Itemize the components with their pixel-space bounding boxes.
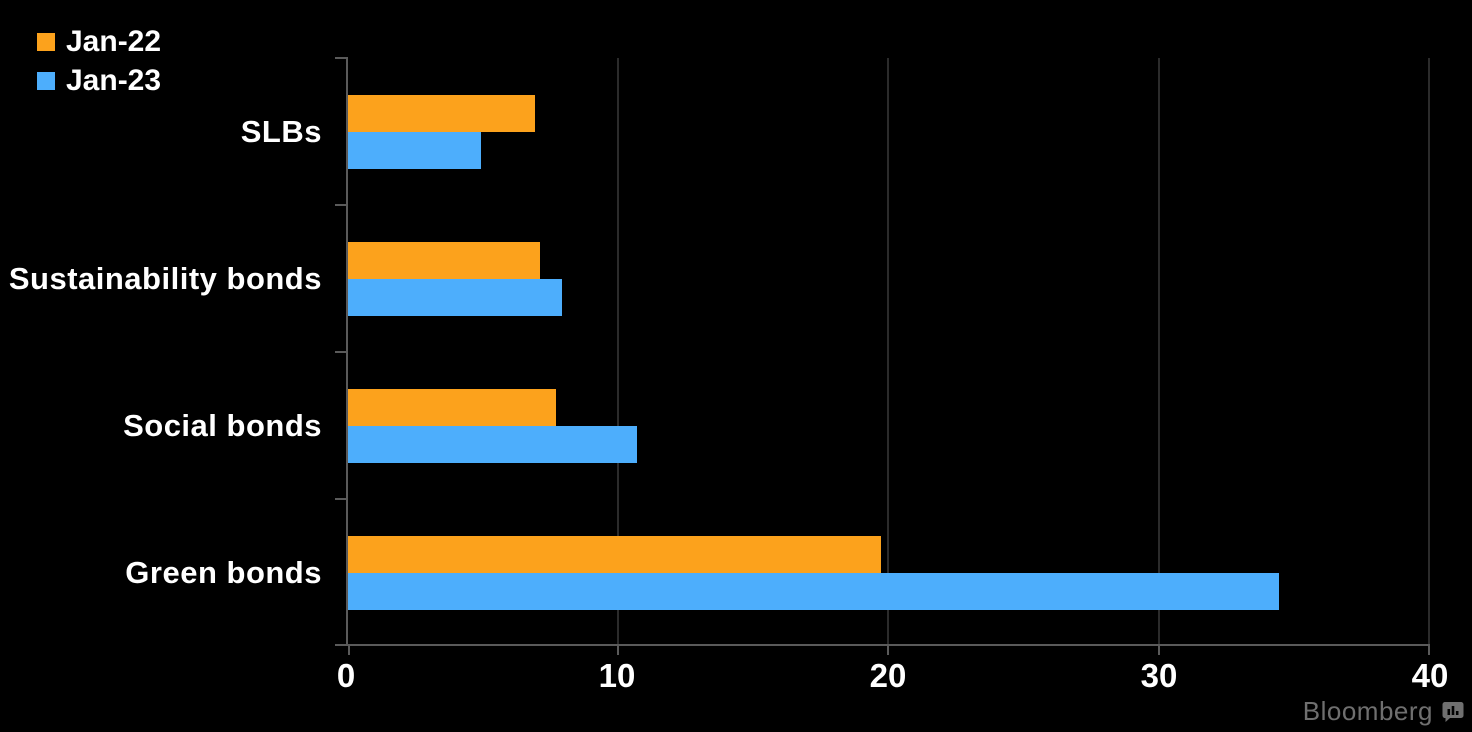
y-axis-tick xyxy=(335,644,348,646)
bloomberg-chart-bubble-icon xyxy=(1442,701,1464,722)
legend-swatch-jan-23 xyxy=(37,71,55,90)
bar-jan-22-green-bonds xyxy=(348,535,881,573)
legend-swatch-jan-22 xyxy=(37,32,55,51)
x-axis-tick-30 xyxy=(1157,646,1160,655)
bar-jan-22-slbs xyxy=(348,94,535,132)
x-axis-label-0: 0 xyxy=(336,657,356,694)
category-band-green-bonds xyxy=(348,499,1430,646)
plot-area xyxy=(335,57,1430,655)
category-band-social-bonds xyxy=(348,352,1430,499)
gridline-20 xyxy=(887,58,889,646)
gridline-40 xyxy=(1428,58,1430,646)
category-label-slbs: SLBs xyxy=(240,113,322,149)
bar-jan-23-social-bonds xyxy=(348,425,638,463)
x-axis-tick-40 xyxy=(1428,646,1430,655)
y-axis-tick xyxy=(335,57,348,59)
bloomberg-logo-text: Bloomberg xyxy=(1302,696,1433,726)
bar-jan-22-sustainability-bonds xyxy=(348,241,541,279)
bar-jan-23-slbs xyxy=(348,131,481,169)
x-axis-line xyxy=(346,644,1430,646)
bar-jan-23-green-bonds xyxy=(348,572,1279,610)
x-axis-tick-20 xyxy=(887,646,889,655)
x-axis-labels: 0 10 20 30 40 xyxy=(337,657,1449,701)
x-axis-label-20: 20 xyxy=(869,657,907,694)
category-label-sustainability-bonds: Sustainability bonds xyxy=(8,260,322,296)
bloomberg-logo: Bloomberg xyxy=(1303,696,1464,727)
legend-item-jan-22: Jan-22 xyxy=(37,22,161,61)
y-axis-tick xyxy=(335,351,348,353)
y-axis-tick xyxy=(335,204,348,206)
legend-item-jan-23: Jan-23 xyxy=(37,61,161,100)
legend-label: Jan-23 xyxy=(66,63,162,97)
category-band-sustainability-bonds xyxy=(348,205,1430,352)
category-label-green-bonds: Green bonds xyxy=(125,554,322,590)
legend: Jan-22 Jan-23 xyxy=(37,22,161,100)
x-axis-label-30: 30 xyxy=(1140,657,1178,694)
bar-jan-22-social-bonds xyxy=(348,388,557,426)
category-label-social-bonds: Social bonds xyxy=(123,407,322,443)
legend-label: Jan-22 xyxy=(66,24,162,58)
category-band-slbs xyxy=(348,58,1430,205)
gridline-10 xyxy=(616,58,619,646)
x-axis-tick-10 xyxy=(616,646,619,655)
x-axis-tick-0 xyxy=(348,646,350,655)
x-axis-label-10: 10 xyxy=(598,657,636,694)
bar-jan-23-sustainability-bonds xyxy=(348,278,562,316)
y-axis-tick xyxy=(335,498,348,500)
gridline-30 xyxy=(1157,58,1160,646)
x-axis-label-40: 40 xyxy=(1411,657,1449,694)
